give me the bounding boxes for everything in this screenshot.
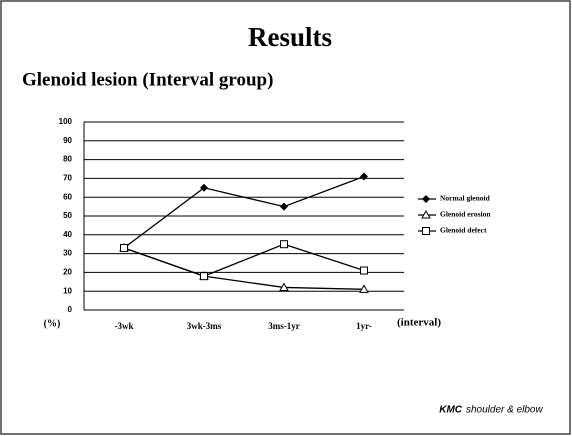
legend-label: Normal glenoid [440,194,491,203]
marker [279,282,289,291]
footer-brand: KMC [439,405,463,416]
y-tick-label: 80 [63,155,72,164]
marker [120,243,128,252]
y-tick-label: 60 [63,192,72,201]
marker [360,266,368,275]
y-tick-label: 90 [63,136,72,145]
y-tick-label: 0 [68,305,73,314]
footer-text: shoulder & elbow [466,405,543,416]
marker [280,202,288,211]
marker [360,172,368,181]
x-tick-label: -3wk [114,321,133,331]
legend-label: Glenoid defect [440,226,487,235]
x-axis-label: (interval) [397,317,441,329]
marker [421,209,431,219]
marker [200,183,208,192]
series-line [123,175,365,249]
marker [422,227,430,235]
y-tick-label: 70 [63,174,72,183]
y-axis-label: (%) [44,318,61,329]
x-tick-label: 3ms-1yr [268,321,300,331]
legend-label: Glenoid erosion [440,210,491,219]
y-tick-label: 50 [63,211,72,220]
marker [422,195,430,203]
slide-title: Results [248,22,332,52]
y-tick-label: 20 [63,268,72,277]
x-tick-label: 3wk-3ms [187,321,222,331]
chart-subtitle: Glenoid lesion (Interval group) [22,69,273,90]
marker [359,284,369,293]
y-tick-label: 30 [63,249,72,258]
x-tick-label: 1yr- [356,321,372,331]
y-tick-label: 100 [59,117,73,126]
series-line [123,243,365,277]
y-tick-label: 40 [63,230,72,239]
y-tick-label: 10 [63,286,72,295]
marker [280,240,288,249]
marker [200,272,208,281]
